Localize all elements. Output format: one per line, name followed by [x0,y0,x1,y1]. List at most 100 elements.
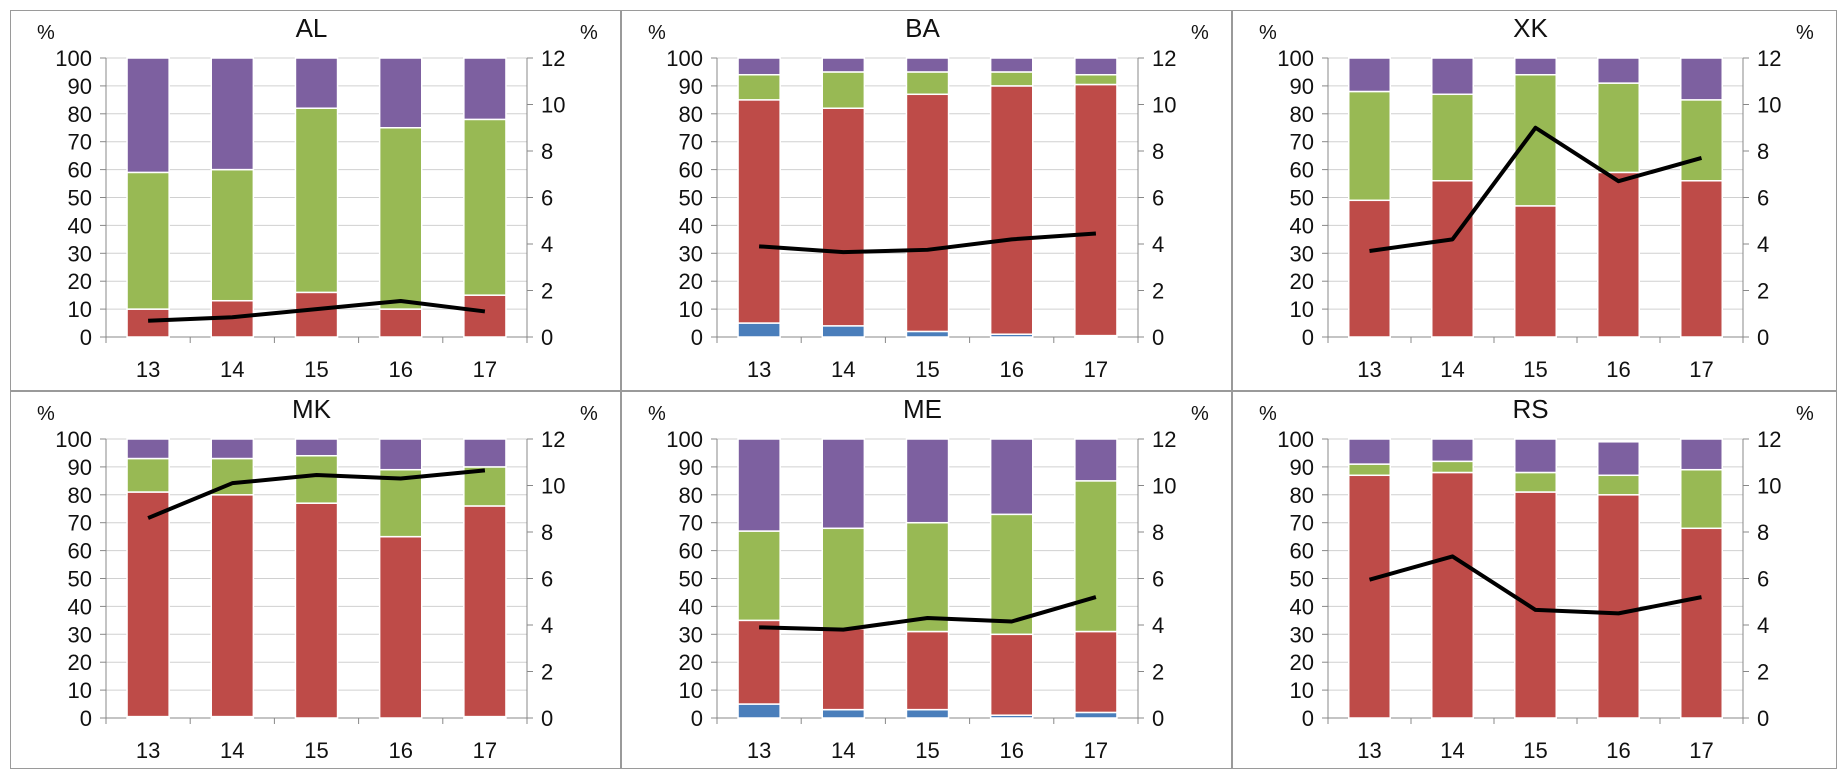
right-tick-label: 6 [1152,186,1164,211]
bar-segment-2 [1597,82,1640,174]
bar-segment-3 [378,438,423,471]
bar-segment-3 [1431,438,1474,463]
right-tick-label: 0 [1757,706,1769,731]
x-tick-label: 17 [1084,738,1108,763]
right-tick-label: 2 [541,660,553,685]
left-tick-label: 0 [691,706,703,731]
bar-segment-2 [821,71,866,109]
left-tick-label: 90 [68,455,92,480]
right-tick-label: 0 [1152,706,1164,731]
left-axis-unit: % [37,22,55,44]
left-tick-label: 20 [1290,269,1314,294]
bar-segment-2 [1074,480,1118,633]
bar-segment-3 [989,438,1034,516]
right-tick-label: 2 [1757,279,1769,304]
left-tick-label: 100 [666,427,703,452]
right-tick-label: 12 [1152,427,1176,452]
right-tick-label: 8 [1152,139,1164,164]
right-tick-label: 8 [541,139,553,164]
left-tick-label: 20 [679,650,703,675]
bar-segment-2 [1431,460,1474,474]
bar-segment-3 [210,438,255,460]
right-tick-label: 10 [541,474,565,499]
left-tick-label: 20 [68,650,92,675]
left-tick-label: 80 [679,102,703,127]
bar-segment-0 [1074,711,1118,719]
left-tick-label: 10 [1290,297,1314,322]
right-tick-label: 0 [541,706,553,731]
x-tick-label: 16 [999,738,1023,763]
bar-segment-3 [1074,57,1118,76]
left-tick-label: 80 [68,102,92,127]
line-series [148,298,486,323]
x-tick-label: 13 [747,738,771,763]
bar-segment-3 [126,57,170,174]
left-axis-unit: % [648,22,666,44]
left-tick-label: 80 [68,483,92,508]
x-tick-label: 13 [747,357,771,382]
x-tick-label: 15 [304,357,328,382]
left-tick-label: 90 [679,455,703,480]
bar-segment-3 [1597,441,1640,477]
bar-segment-3 [989,57,1034,73]
right-tick-label: 4 [541,613,553,638]
left-tick-label: 70 [68,130,92,155]
bar-segment-1 [737,619,781,705]
left-tick-label: 70 [68,511,92,536]
left-tick-label: 40 [679,213,703,238]
bar-segment-1 [1074,630,1118,714]
left-tick-label: 50 [679,186,703,211]
line-series [147,468,486,520]
bar-segment-2 [1431,93,1474,182]
bar-segment-2 [905,71,950,96]
bar-segment-2 [126,457,170,493]
left-tick-label: 40 [679,594,703,619]
left-tick-label: 30 [68,622,92,647]
chart-panel-1: 0 10 20 30 40 50 60 70 80 90 100 0 2 4 6 8 10 12%% BA 13 14 1… [621,10,1232,391]
left-tick-label: 100 [55,46,92,71]
x-tick-label: 14 [831,738,855,763]
chart-title: ME [903,394,942,424]
x-tick-label: 15 [304,738,328,763]
left-tick-label: 30 [679,622,703,647]
chart-title: MK [292,394,332,424]
bar-segment-3 [737,438,781,532]
x-tick-label: 17 [1689,357,1713,382]
bar-segment-3 [1514,57,1557,76]
line-series [1369,125,1703,253]
bar-segment-3 [737,57,781,76]
chart-panel-3: 0 10 20 30 40 50 60 70 80 90 100 0 2 4 6 8 10 12%% MK 13 14 1… [10,391,621,769]
right-tick-label: 10 [1152,474,1176,499]
x-tick-label: 16 [388,738,412,763]
left-tick-label: 0 [80,706,92,731]
bar-segment-1 [378,535,423,719]
line-series [1368,554,1702,616]
bar-segment-3 [378,57,423,129]
bar-segment-1 [1348,474,1391,719]
bar-segment-0 [737,703,781,719]
x-tick-label: 13 [136,738,160,763]
right-tick-label: 10 [1757,93,1781,118]
chart-panel-2: 0 10 20 30 40 50 60 70 80 90 100 0 2 4 6 8 10 12%% XK 13 14 1… [1232,10,1837,391]
bar-segment-1 [1514,491,1557,719]
bar-segment-0 [905,708,950,719]
bar-segment-3 [1431,57,1474,96]
line-series [758,231,1097,255]
right-tick-label: 0 [541,325,553,350]
bar-segment-1 [294,291,339,338]
left-tick-label: 10 [1290,678,1314,703]
left-axis-unit: % [1259,22,1277,44]
right-tick-label: 8 [1152,520,1164,545]
bar-segment-2 [463,118,507,296]
right-tick-label: 2 [1757,660,1769,685]
left-tick-label: 70 [1290,511,1314,536]
x-tick-label: 17 [473,738,497,763]
bar-segment-2 [210,168,255,302]
left-tick-label: 40 [1290,213,1314,238]
right-axis-unit: % [1796,403,1814,425]
right-tick-label: 6 [1152,567,1164,592]
left-tick-label: 100 [55,427,92,452]
